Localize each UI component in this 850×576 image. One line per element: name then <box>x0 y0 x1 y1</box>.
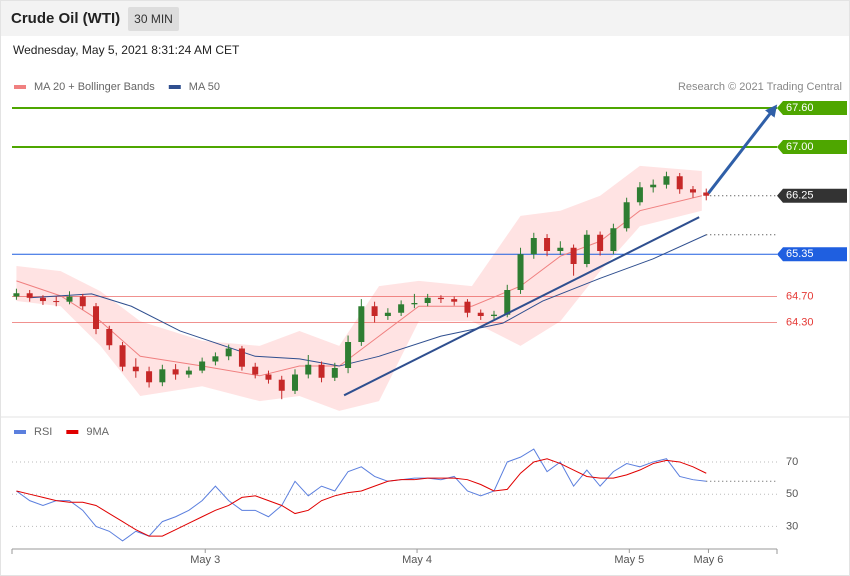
x-tick-label: May 5 <box>614 554 644 566</box>
candle-body <box>53 301 60 303</box>
arrow <box>707 104 778 195</box>
level-label: 66.25 <box>786 190 814 202</box>
candle-body <box>597 234 604 251</box>
interval-button[interactable]: 30 MIN <box>128 6 179 31</box>
candle-body <box>437 297 444 300</box>
legend-swatch <box>66 430 79 434</box>
candle-body <box>504 290 511 315</box>
candle-body <box>345 342 352 368</box>
legend-label: RSI <box>34 426 52 438</box>
candle-body <box>331 368 338 378</box>
indicator-line <box>16 458 707 537</box>
candle-body <box>530 238 537 255</box>
header: Crude Oil (WTI) 30 MIN <box>1 1 849 36</box>
candle-body <box>424 297 431 303</box>
candle-body <box>119 345 126 367</box>
candle-body <box>636 187 643 203</box>
candle-body <box>411 303 418 305</box>
candle-body <box>185 370 192 375</box>
candle-body <box>517 254 524 290</box>
candle-body <box>384 312 391 316</box>
indicator-line <box>16 448 707 542</box>
moving-average <box>29 234 707 367</box>
credit: Research © 2021 Trading Central <box>678 81 842 93</box>
candle-body <box>159 369 166 383</box>
level-box <box>777 140 847 154</box>
legend-label: 9MA <box>86 426 109 438</box>
x-tick-label: May 4 <box>402 554 432 566</box>
bollinger-band <box>16 165 702 411</box>
candle-body <box>278 379 285 391</box>
candle-body <box>292 374 299 391</box>
legend-label: MA 20 + Bollinger Bands <box>34 81 155 93</box>
candle-body <box>610 228 617 251</box>
legend-swatch <box>168 85 181 89</box>
candle-body <box>26 293 33 298</box>
candle-body <box>358 306 365 342</box>
candle-body <box>225 348 232 357</box>
y-tick-label: 30 <box>786 520 798 532</box>
candle-body <box>93 306 100 329</box>
y-tick-label: 50 <box>786 488 798 500</box>
level-label: 67.60 <box>786 102 814 114</box>
x-tick-label: May 6 <box>693 554 723 566</box>
candle-body <box>583 234 590 264</box>
candle-body <box>265 374 272 380</box>
candle-body <box>570 247 577 264</box>
level-box <box>777 247 847 262</box>
datetime: Wednesday, May 5, 2021 8:31:24 AM CET <box>13 43 240 57</box>
x-tick-label: May 3 <box>190 554 220 566</box>
level-label: 65.35 <box>786 248 814 260</box>
moving-average <box>16 195 702 377</box>
candle-body <box>79 296 86 307</box>
candle-body <box>663 176 670 185</box>
candle-body <box>676 176 683 190</box>
trendline <box>343 216 700 397</box>
candle-body <box>544 238 551 251</box>
candle-body <box>703 192 710 196</box>
legend-swatch <box>14 430 26 434</box>
legend-swatch <box>14 85 26 89</box>
candle-body <box>199 361 206 371</box>
candle-body <box>146 371 153 383</box>
candle-body <box>252 366 259 375</box>
candle-body <box>650 184 657 188</box>
candle-body <box>106 329 113 346</box>
candle-body <box>212 356 219 362</box>
candle-body <box>689 189 696 193</box>
candle-body <box>451 299 458 302</box>
candle-body <box>477 312 484 316</box>
instrument-title: Crude Oil (WTI) <box>11 10 121 27</box>
candle-body <box>623 202 630 229</box>
candle-body <box>398 304 405 313</box>
candle-body <box>557 247 564 251</box>
level-label: 67.00 <box>786 141 814 153</box>
candle-body <box>66 296 73 302</box>
candle-body <box>318 364 325 378</box>
candle-body <box>371 306 378 316</box>
y-tick-label: 70 <box>786 456 798 468</box>
level-box <box>777 188 847 203</box>
candle-body <box>305 364 312 375</box>
candle-body <box>39 297 46 302</box>
candle-body <box>172 369 179 375</box>
candle-body <box>490 314 497 316</box>
level-label: 64.70 <box>786 290 814 302</box>
candle-body <box>132 366 139 372</box>
level-label: 64.30 <box>786 316 814 328</box>
level-box <box>777 101 847 115</box>
legend-label: MA 50 <box>189 81 220 93</box>
candle-body <box>238 348 245 367</box>
candle-body <box>464 301 471 313</box>
candle-body <box>13 293 20 297</box>
